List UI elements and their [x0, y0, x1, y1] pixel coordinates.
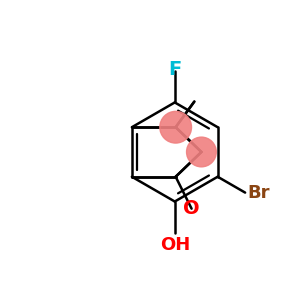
Circle shape	[160, 111, 191, 143]
Text: F: F	[168, 60, 182, 79]
Text: OH: OH	[160, 236, 190, 254]
Circle shape	[187, 137, 216, 167]
Text: Br: Br	[247, 184, 270, 202]
Text: O: O	[183, 199, 200, 218]
